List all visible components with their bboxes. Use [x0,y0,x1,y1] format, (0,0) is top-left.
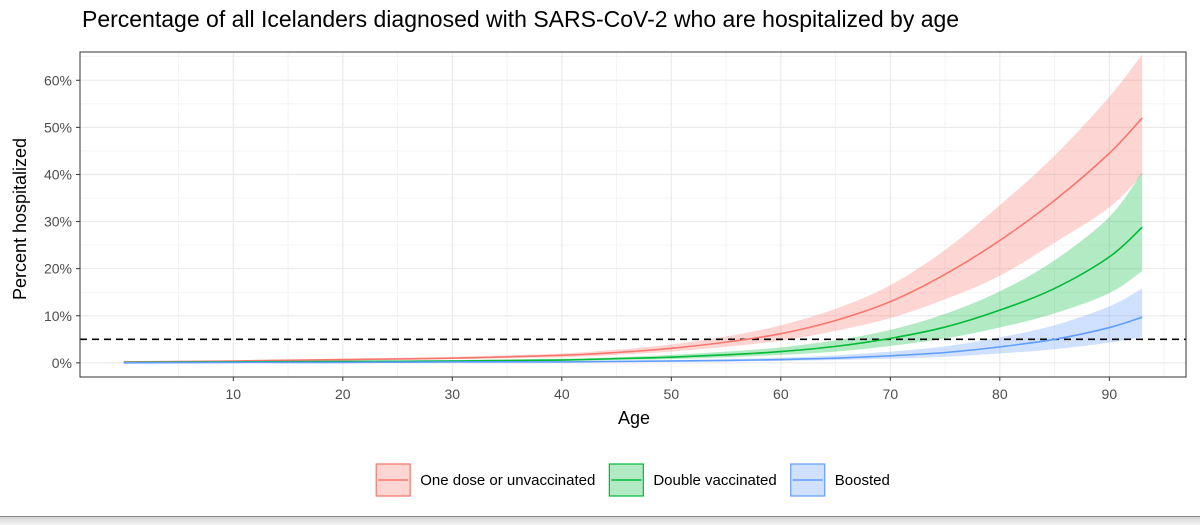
y-axis: 0% 10% 20% 30% 40% 50% 60% [44,72,80,371]
x-axis-title: Age [618,408,650,428]
legend-item-boosted: Boosted [790,463,890,497]
x-tick-label: 70 [883,386,899,402]
line-one-dose-or-unvaccinated [123,117,1143,363]
legend-label: One dose or unvaccinated [420,472,595,489]
y-tick-label: 30% [44,214,72,230]
line-double-vaccinated [123,226,1143,364]
series-lines [123,117,1143,364]
x-tick-label: 10 [226,386,242,402]
x-tick-label: 80 [992,386,1008,402]
legend-item-one-dose-or-unvaccinated: One dose or unvaccinated [375,463,595,497]
legend-item-double-vaccinated: Double vaccinated [608,463,777,497]
x-axis: 10 20 30 40 50 60 70 80 90 [226,377,1118,402]
line-boosted [123,316,1143,364]
y-tick-label: 20% [44,261,72,277]
x-tick-label: 20 [335,386,351,402]
x-tick-label: 60 [773,386,789,402]
y-tick-label: 40% [44,166,72,182]
chart-title: Percentage of all Icelanders diagnosed w… [82,6,960,32]
legend: One dose or unvaccinated Double vaccinate… [375,463,890,497]
window-bottom-edge [0,516,1200,525]
plot-panel [79,51,1187,378]
x-tick-label: 30 [445,386,461,402]
y-tick-label: 50% [44,119,72,135]
x-tick-label: 90 [1102,386,1118,402]
legend-label: Boosted [835,472,890,489]
y-tick-label: 60% [44,72,72,88]
legend-label: Double vaccinated [653,472,776,489]
x-tick-label: 40 [554,386,570,402]
plot-border [79,51,1187,378]
x-tick-label: 50 [664,386,680,402]
y-tick-label: 10% [44,308,72,324]
y-tick-label: 0% [52,355,72,371]
y-axis-title: Percent hospitalized [10,138,30,300]
